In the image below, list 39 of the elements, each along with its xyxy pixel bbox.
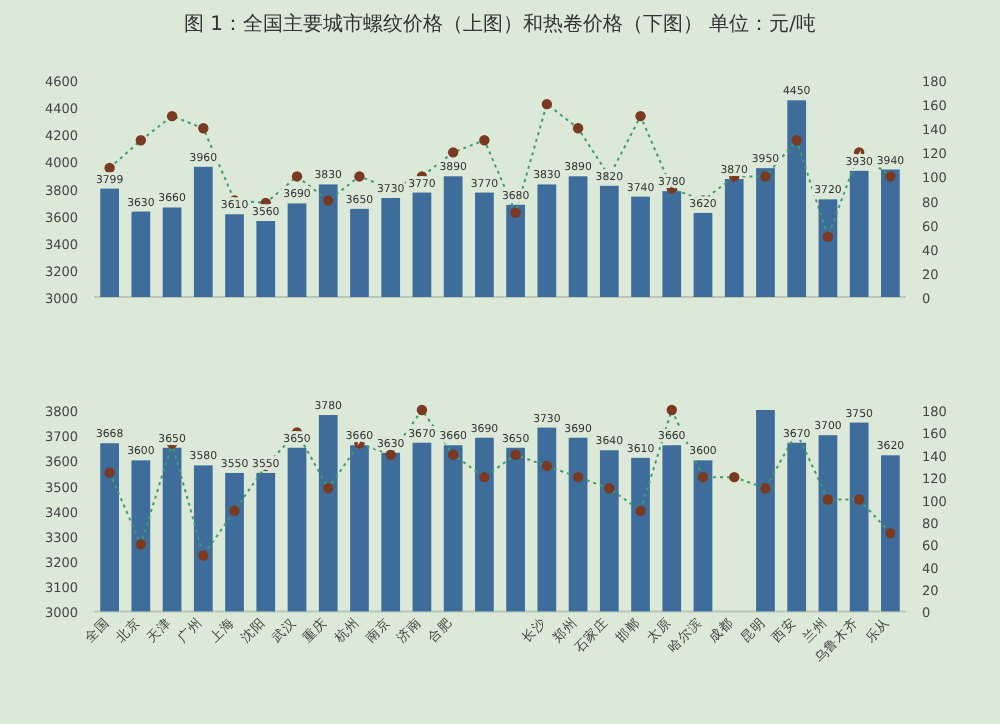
point <box>198 123 209 134</box>
chart-title: 图 1：全国主要城市螺纹价格（上图）和热卷价格（下图） 单位：元/吨 <box>183 12 817 36</box>
point <box>135 539 147 550</box>
point <box>291 171 303 182</box>
point <box>479 135 490 146</box>
point <box>510 207 521 218</box>
point <box>416 404 428 416</box>
point <box>447 147 459 158</box>
point <box>479 471 490 483</box>
point <box>760 483 771 494</box>
point <box>104 162 115 174</box>
point <box>760 171 771 182</box>
point <box>385 449 396 460</box>
point <box>510 449 521 460</box>
point <box>541 98 553 110</box>
point <box>198 550 209 561</box>
point <box>104 467 115 478</box>
point <box>135 135 147 146</box>
point <box>885 527 896 539</box>
point <box>791 135 802 146</box>
point <box>447 449 459 460</box>
point <box>323 483 334 494</box>
point <box>323 195 334 206</box>
point <box>822 231 834 242</box>
point <box>822 494 834 505</box>
point <box>635 110 646 122</box>
point <box>229 505 240 516</box>
point <box>166 110 178 122</box>
point <box>635 505 646 516</box>
point <box>354 171 365 182</box>
point <box>885 171 896 182</box>
point <box>666 404 677 416</box>
point <box>572 471 584 483</box>
point <box>572 123 584 134</box>
point <box>541 460 553 472</box>
point <box>697 471 709 483</box>
point <box>853 494 865 505</box>
point <box>604 483 615 494</box>
point <box>729 471 740 483</box>
